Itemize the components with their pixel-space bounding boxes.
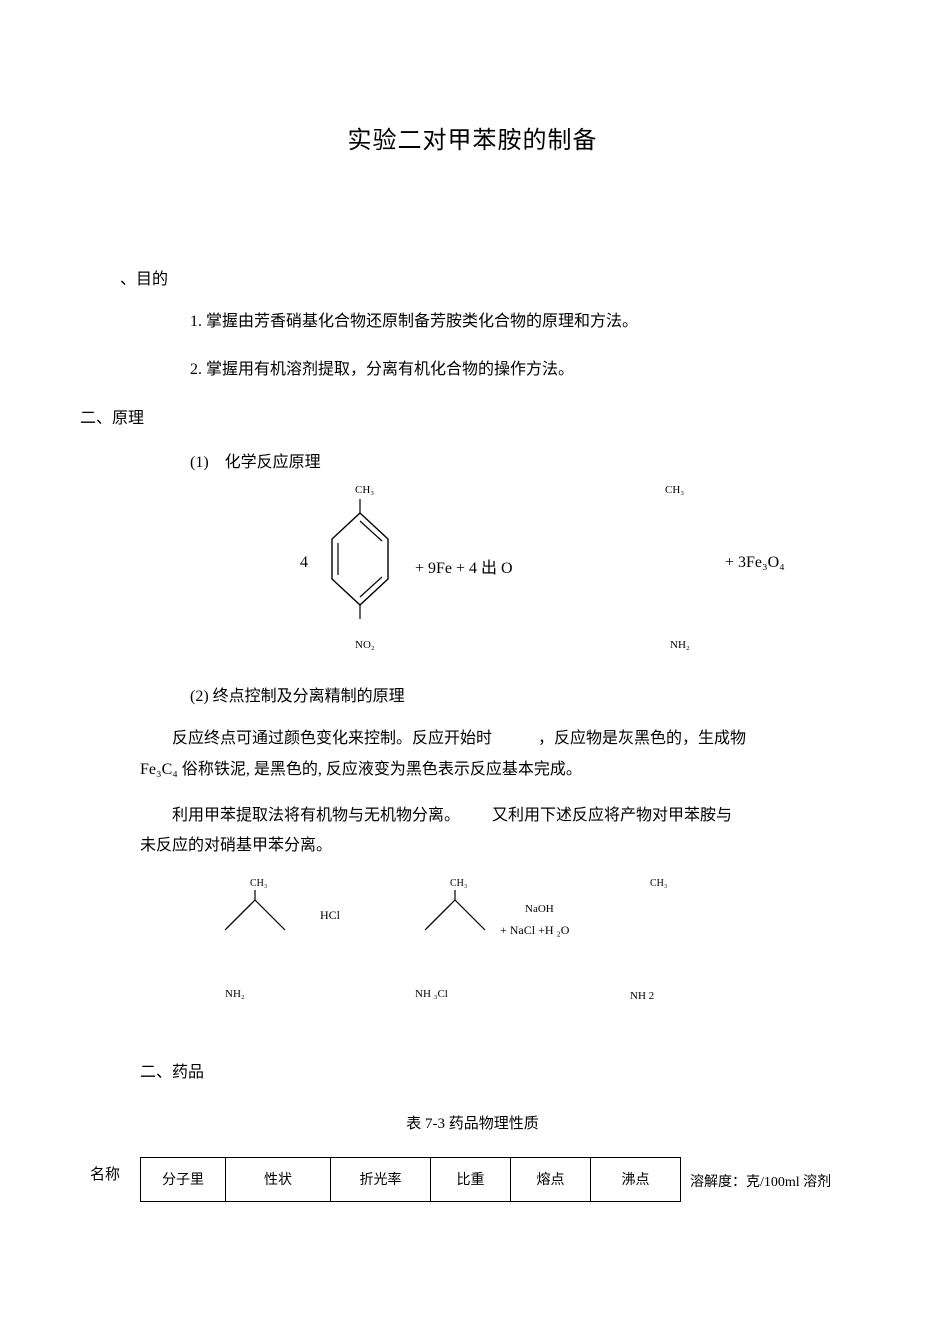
table-wrap: 名称 分子里 性状 折光率 比重 熔点 沸点 溶解度：克/100ml 溶剂 — [80, 1157, 865, 1202]
rxn1-ch3-left: CH₃ — [355, 484, 374, 496]
rxn2-naoh: NaOH — [525, 903, 554, 915]
para2-c: 未反应的对硝基甲苯分离。 — [140, 837, 332, 854]
reaction-1: CH₃ 4 + 9Fe + 4 出 O NO₂ CH₃ + 3Fe₃O₄ NH₂ — [180, 484, 865, 674]
table-header-row: 分子里 性状 折光率 比重 熔点 沸点 — [141, 1157, 681, 1201]
para1-b: ，反应物是灰黑色的，生成物 — [538, 730, 746, 747]
col-boiling: 沸点 — [591, 1157, 681, 1201]
rxn1-coefficients: + 9Fe + 4 出 O — [415, 554, 513, 578]
paragraph-1: 反应终点可通过颜色变化来控制。反应开始时 ，反应物是灰黑色的，生成物 Fe₃C₄… — [140, 724, 845, 785]
molecule-b-icon — [415, 890, 495, 935]
objective-2: 2. 掌握用有机溶剂提取，分离有机化合物的操作方法。 — [190, 357, 865, 383]
rxn2-hcl: HCl — [320, 908, 340, 923]
rxn2-nh2-c: NH 2 — [630, 990, 654, 1002]
rxn2-ch3-b: CH₃ — [450, 878, 467, 889]
col-density: 比重 — [431, 1157, 511, 1201]
para1-a: 反应终点可通过颜色变化来控制。反应开始时 — [172, 730, 492, 747]
benzene-ring-icon — [325, 499, 395, 619]
section-3-label: 二、药品 — [140, 1058, 865, 1082]
rxn1-no2: NO₂ — [355, 639, 375, 651]
reaction-2: CH₃ HCl CH₃ NaOH + NaCl +H ₂O CH₃ NH₂ NH… — [160, 878, 865, 1028]
objective-1: 1. 掌握由芳香硝基化合物还原制备芳胺类化合物的原理和方法。 — [190, 309, 865, 335]
para1-c: Fe₃C₄ 俗称铁泥, 是黑色的, 反应液变为黑色表示反应基本完成。 — [140, 761, 582, 778]
subsection-2-2: (2) 终点控制及分离精制的原理 — [190, 682, 865, 706]
col-refraction: 折光率 — [331, 1157, 431, 1201]
table-name-label: 名称 — [90, 1163, 120, 1184]
section-1-label: 、目的 — [120, 265, 865, 289]
properties-table: 分子里 性状 折光率 比重 熔点 沸点 — [140, 1157, 681, 1202]
para2-a: 利用甲苯提取法将有机物与无机物分离。 — [172, 807, 460, 824]
rxn2-ch3-c: CH₃ — [650, 878, 667, 889]
doc-title: 实验二对甲苯胺的制备 — [80, 120, 865, 155]
rxn2-nacl: + NaCl +H ₂O — [500, 923, 569, 938]
col-appearance: 性状 — [226, 1157, 331, 1201]
molecule-a-icon — [215, 890, 295, 935]
rxn1-product: + 3Fe₃O₄ — [725, 554, 785, 572]
table-title: 表 7-3 药品物理性质 — [80, 1112, 865, 1133]
rxn1-coeff-4: 4 — [300, 554, 308, 572]
col-melting: 熔点 — [511, 1157, 591, 1201]
rxn1-ch3-right: CH₃ — [665, 484, 684, 496]
paragraph-2: 利用甲苯提取法将有机物与无机物分离。 又利用下述反应将产物对甲苯胺与 未反应的对… — [140, 801, 845, 862]
rxn2-nh2-b: NH ₃Cl — [415, 988, 448, 1000]
rxn2-nh2-a: NH₂ — [225, 988, 245, 1000]
solubility-label: 溶解度：克/100ml 溶剂 — [690, 1171, 831, 1191]
rxn1-nh2-right: NH₂ — [670, 639, 690, 651]
rxn2-ch3-a: CH₃ — [250, 878, 267, 889]
col-molecule: 分子里 — [141, 1157, 226, 1201]
section-2-label: 二、原理 — [80, 404, 865, 428]
para2-b: 又利用下述反应将产物对甲苯胺与 — [492, 807, 732, 824]
subsection-2-1: (1) 化学反应原理 — [190, 448, 865, 472]
